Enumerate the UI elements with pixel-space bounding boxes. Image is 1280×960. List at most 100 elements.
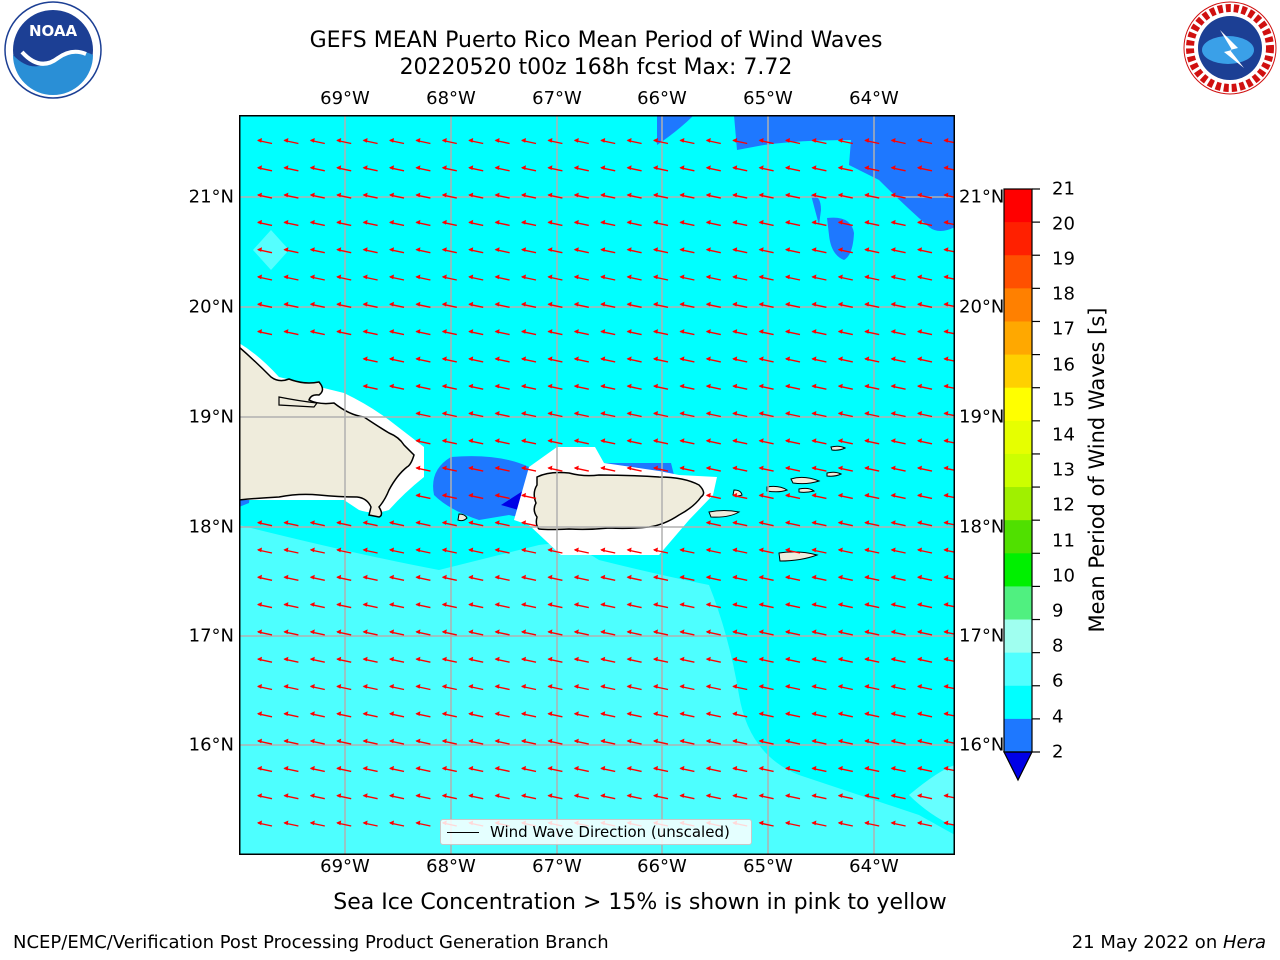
wave-direction-arrow [283,138,299,145]
wave-direction-arrow [837,629,853,636]
land-st-croix [778,551,819,562]
lon-tick-top-66w: 66°W [637,88,687,109]
wave-direction-arrow [600,219,616,227]
wave-direction-arrow [943,274,955,280]
wave-direction-arrow [732,684,748,691]
wave-direction-arrow [362,219,378,227]
wave-direction-arrow [389,165,405,172]
wave-direction-arrow [494,629,510,636]
wave-direction-arrow [785,793,801,800]
wave-direction-arrow [573,711,589,718]
wave-direction-arrow [626,438,642,445]
wave-direction-arrow [943,301,955,308]
lon-tick-bottom-68w: 68°W [426,856,476,877]
wave-direction-arrow [732,329,748,336]
wave-direction-arrow [362,329,378,336]
wave-direction-arrow [758,138,774,145]
wave-direction-arrow [705,656,721,663]
lat-tick-left-17n: 17°N [188,625,234,647]
wave-direction-arrow [785,574,801,581]
wave-direction-arrow [732,192,748,199]
wave-direction-arrow [600,629,616,636]
wave-direction-arrow [309,765,325,773]
wave-direction-arrow [389,301,405,308]
wave-direction-arrow [890,684,906,691]
wave-direction-arrow [521,656,537,663]
wave-direction-arrow [890,602,906,609]
wave-direction-arrow [441,547,457,554]
wave-direction-arrow [494,438,510,445]
wave-direction-arrow [600,329,616,336]
colorbar-segment [1004,652,1032,687]
wave-direction-arrow [336,329,352,336]
wave-direction-arrow [362,547,378,554]
wave-direction-arrow [415,356,431,363]
wave-direction-arrow [811,356,827,363]
wave-direction-arrow [468,602,484,609]
colorbar-segment [1004,189,1032,223]
noaa-logo-text: NOAA [29,22,78,40]
wave-direction-arrow [547,765,563,773]
field-2-4s-islet-b [827,217,854,260]
wave-direction-arrow [521,274,537,281]
colorbar-segment [1004,387,1032,422]
wave-direction-arrow [837,574,853,581]
wave-direction-arrow [626,383,642,390]
wave-direction-arrow [257,656,273,663]
wave-direction-arrow [573,684,589,691]
wave-direction-arrow [837,602,853,609]
wave-direction-arrow [415,765,431,773]
wave-direction-arrow [811,629,827,636]
wave-direction-arrow [521,711,537,718]
wave-direction-arrow [600,465,616,472]
wave-direction-arrow [917,765,933,773]
land-islet-north [830,445,847,451]
wave-direction-arrow [705,165,721,172]
wave-direction-arrow [362,356,378,363]
wave-direction-arrow [864,629,880,636]
wave-direction-arrow [626,738,642,745]
lon-tick-top-69w: 69°W [320,88,370,109]
land-anegada [826,471,843,477]
wave-direction-arrow [309,219,325,227]
wave-direction-arrow [389,820,405,827]
colorbar-tick-13: 13 [1052,459,1075,481]
wave-direction-arrow [626,301,642,308]
colorbar-segment [1004,553,1032,587]
wave-direction-arrow [573,465,589,472]
wave-direction-arrow [811,711,827,718]
wave-direction-arrow [309,738,325,745]
wave-direction-arrow [864,438,880,445]
wave-direction-arrow [600,574,616,581]
wave-direction-arrow [626,629,642,636]
wave-direction-arrow [758,465,774,472]
wave-direction-arrow [943,602,955,608]
wave-direction-arrow [441,711,457,718]
field-2-4s-northeast [734,115,955,231]
wave-direction-arrow [362,602,378,609]
wave-direction-arrow [521,383,537,390]
legend-label: Wind Wave Direction (unscaled) [490,823,730,841]
wave-direction-arrow [705,356,721,363]
wave-direction-arrow [626,574,642,581]
wave-direction-arrow [890,820,906,827]
wave-direction-arrow [336,192,352,199]
wave-direction-arrow [257,192,273,199]
wave-direction-arrow [679,438,695,445]
wave-direction-arrow [283,738,299,745]
wave-direction-arrow [257,629,273,636]
wave-direction-arrow [837,219,853,227]
wave-direction-arrow [336,711,352,718]
wave-direction-arrow [705,219,721,227]
wave-direction-arrow [600,301,616,308]
wave-direction-arrow [309,247,325,254]
wave-direction-arrow [389,219,405,227]
colorbar-segment [1004,520,1032,554]
wave-direction-arrow [362,301,378,308]
wave-direction-arrow [785,820,801,827]
wave-direction-arrow [785,684,801,691]
wave-direction-arrow [679,356,695,363]
wave-direction-arrow [732,165,748,172]
wave-direction-arrow [653,138,669,145]
wave-direction-arrow [441,274,457,281]
